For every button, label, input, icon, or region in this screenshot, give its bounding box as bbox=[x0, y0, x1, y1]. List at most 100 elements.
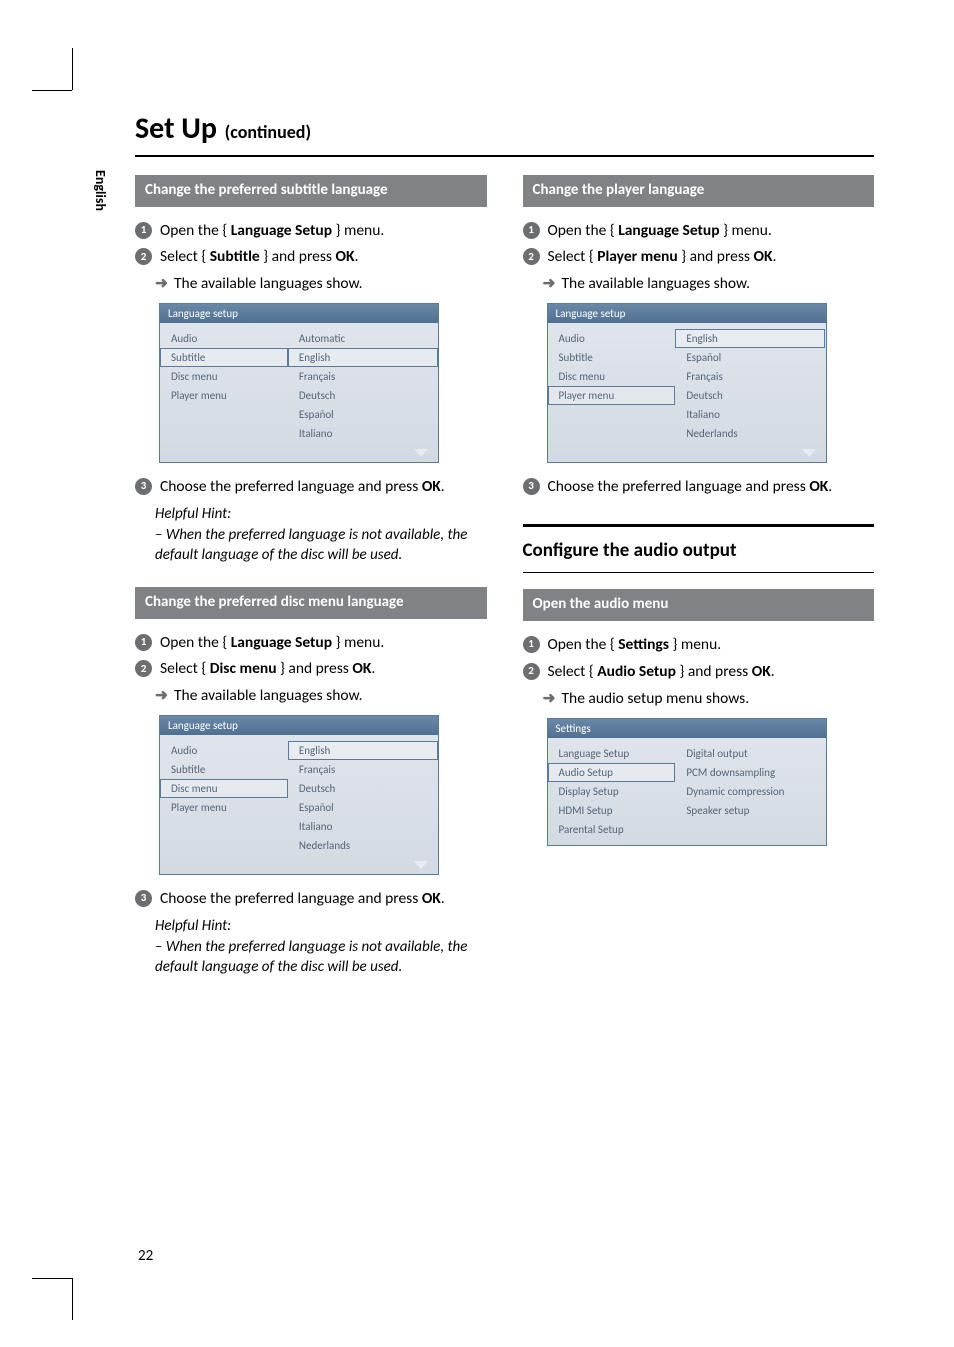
section-bar-audio: Open the audio menu bbox=[523, 589, 875, 621]
step-result: ➜ The available languages show. bbox=[155, 274, 487, 293]
menu-item: Dynamic compression bbox=[675, 782, 825, 801]
step-bold: Language Setup bbox=[231, 221, 332, 240]
crop-mark bbox=[32, 90, 72, 91]
menu-right-col: EnglishEspañolFrançaisDeutschItalianoNed… bbox=[675, 329, 825, 443]
step-text: . bbox=[441, 477, 445, 496]
step-text: } menu. bbox=[332, 633, 384, 652]
menu-item: Parental Setup bbox=[548, 820, 676, 839]
step-bold: Language Setup bbox=[618, 221, 719, 240]
menu-item: Deutsch bbox=[288, 386, 438, 405]
menu-title: Language setup bbox=[160, 304, 438, 323]
step-3: 3 Choose the preferred language and pres… bbox=[523, 477, 875, 498]
step-bold: Language Setup bbox=[231, 633, 332, 652]
menu-item: Subtitle bbox=[160, 348, 288, 367]
step-1: 1 Open the { Language Setup } menu. bbox=[135, 221, 487, 242]
menu-left-col: Language SetupAudio SetupDisplay SetupHD… bbox=[548, 744, 676, 839]
arrow-icon: ➜ bbox=[155, 274, 168, 293]
bullet-icon: 1 bbox=[523, 222, 540, 239]
step-text: } and press bbox=[678, 247, 754, 266]
menu-left-col: AudioSubtitleDisc menuPlayer menu bbox=[160, 741, 288, 855]
menu-item: Disc menu bbox=[160, 779, 288, 798]
step-text: } menu. bbox=[720, 221, 772, 240]
step-text: } and press bbox=[277, 659, 353, 678]
step-result: ➜ The available languages show. bbox=[543, 274, 875, 293]
result-text: The audio setup menu shows. bbox=[562, 689, 750, 708]
step-bold: OK bbox=[336, 247, 355, 266]
menu-right-col: Digital outputPCM downsamplingDynamic co… bbox=[675, 744, 825, 839]
step-bold: OK bbox=[422, 889, 441, 908]
menu-item: Player menu bbox=[548, 386, 676, 405]
step-text: } and press bbox=[676, 662, 752, 681]
step-bold: OK bbox=[809, 477, 828, 496]
hint-head: Helpful Hint: bbox=[155, 916, 487, 936]
step-1: 1 Open the { Language Setup } menu. bbox=[135, 633, 487, 654]
menu-item: English bbox=[675, 329, 825, 348]
menu-item: Español bbox=[288, 405, 438, 424]
step-2: 2 Select { Player menu } and press OK. bbox=[523, 247, 875, 268]
menu-item: Audio Setup bbox=[548, 763, 676, 782]
menu-item: Audio bbox=[160, 741, 288, 760]
step-text: Choose the preferred language and press bbox=[160, 889, 422, 908]
arrow-icon: ➜ bbox=[543, 689, 556, 708]
menu-item: Subtitle bbox=[548, 348, 676, 367]
bullet-icon: 3 bbox=[135, 890, 152, 907]
step-bold: Settings bbox=[618, 635, 669, 654]
menu-left-col: AudioSubtitleDisc menuPlayer menu bbox=[548, 329, 676, 443]
menu-item: HDMI Setup bbox=[548, 801, 676, 820]
menu-right-col: EnglishFrançaisDeutschEspañolItalianoNed… bbox=[288, 741, 438, 855]
menu-item: Player menu bbox=[160, 386, 288, 405]
step-text: Open the { bbox=[160, 221, 231, 240]
menu-screenshot-player: Language setup AudioSubtitleDisc menuPla… bbox=[547, 303, 827, 463]
menu-item: Français bbox=[675, 367, 825, 386]
menu-item: Automatic bbox=[288, 329, 438, 348]
step-bold: Disc menu bbox=[210, 659, 277, 678]
section-bar-player: Change the player language bbox=[523, 175, 875, 207]
step-text: Select { bbox=[548, 247, 598, 266]
menu-item: Audio bbox=[160, 329, 288, 348]
menu-item: Italiano bbox=[288, 817, 438, 836]
crop-mark bbox=[72, 1278, 73, 1320]
step-result: ➜ The audio setup menu shows. bbox=[543, 689, 875, 708]
step-bold: Subtitle bbox=[210, 247, 260, 266]
menu-screenshot-subtitle: Language setup AudioSubtitleDisc menuPla… bbox=[159, 303, 439, 463]
step-text: Choose the preferred language and press bbox=[548, 477, 810, 496]
step-text: Choose the preferred language and press bbox=[160, 477, 422, 496]
menu-title: Language setup bbox=[160, 716, 438, 735]
crop-mark bbox=[32, 1278, 72, 1279]
bullet-icon: 1 bbox=[135, 222, 152, 239]
menu-item: English bbox=[288, 348, 438, 367]
menu-item: Disc menu bbox=[160, 367, 288, 386]
menu-scroll-indicator bbox=[548, 447, 826, 462]
page-title-continued-text: (continued) bbox=[225, 121, 311, 143]
step-text: Select { bbox=[160, 247, 210, 266]
step-bold: Audio Setup bbox=[597, 662, 676, 681]
page-title: Set Up bbox=[135, 110, 217, 147]
menu-scroll-indicator bbox=[160, 447, 438, 462]
menu-item: Deutsch bbox=[288, 779, 438, 798]
step-2: 2 Select { Subtitle } and press OK. bbox=[135, 247, 487, 268]
menu-screenshot-settings: Settings Language SetupAudio SetupDispla… bbox=[547, 718, 827, 846]
menu-item: Display Setup bbox=[548, 782, 676, 801]
section-bar-subtitle: Change the preferred subtitle language bbox=[135, 175, 487, 207]
step-bold: OK bbox=[422, 477, 441, 496]
menu-item: Digital output bbox=[675, 744, 825, 763]
step-text: Open the { bbox=[548, 635, 619, 654]
arrow-icon: ➜ bbox=[155, 686, 168, 705]
section-heading-audio: Configure the audio output bbox=[523, 527, 875, 573]
menu-item: Player menu bbox=[160, 798, 288, 817]
step-text: . bbox=[354, 247, 358, 266]
menu-item: Français bbox=[288, 367, 438, 386]
step-text: } menu. bbox=[332, 221, 384, 240]
menu-item: Speaker setup bbox=[675, 801, 825, 820]
menu-item: Italiano bbox=[675, 405, 825, 424]
menu-title: Language setup bbox=[548, 304, 826, 323]
result-text: The available languages show. bbox=[174, 686, 363, 705]
step-text: Open the { bbox=[548, 221, 619, 240]
menu-left-col: AudioSubtitleDisc menuPlayer menu bbox=[160, 329, 288, 443]
page-number: 22 bbox=[138, 1247, 153, 1265]
step-1: 1 Open the { Settings } menu. bbox=[523, 635, 875, 656]
step-bold: OK bbox=[352, 659, 371, 678]
bullet-icon: 2 bbox=[135, 248, 152, 265]
chevron-down-icon bbox=[414, 449, 428, 457]
menu-item: Disc menu bbox=[548, 367, 676, 386]
